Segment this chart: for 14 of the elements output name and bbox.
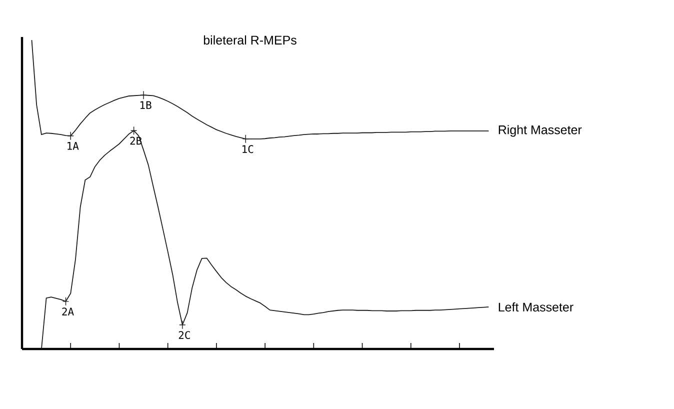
series-label: Right Masseter: [498, 125, 582, 137]
chart-title: bileteral R-MEPs: [204, 35, 296, 45]
annotation: 1C: [242, 145, 254, 154]
annotation: 2C: [178, 331, 190, 340]
point: [130, 126, 138, 135]
point: [67, 131, 74, 140]
point: [179, 320, 186, 330]
annotation: 2A: [62, 308, 74, 316]
point: [62, 297, 70, 306]
point: [140, 90, 147, 100]
annotation: 1B: [140, 101, 152, 109]
series-label: Left Masseter: [498, 302, 574, 312]
annotation: 1A: [68, 142, 79, 150]
point: [242, 134, 249, 144]
